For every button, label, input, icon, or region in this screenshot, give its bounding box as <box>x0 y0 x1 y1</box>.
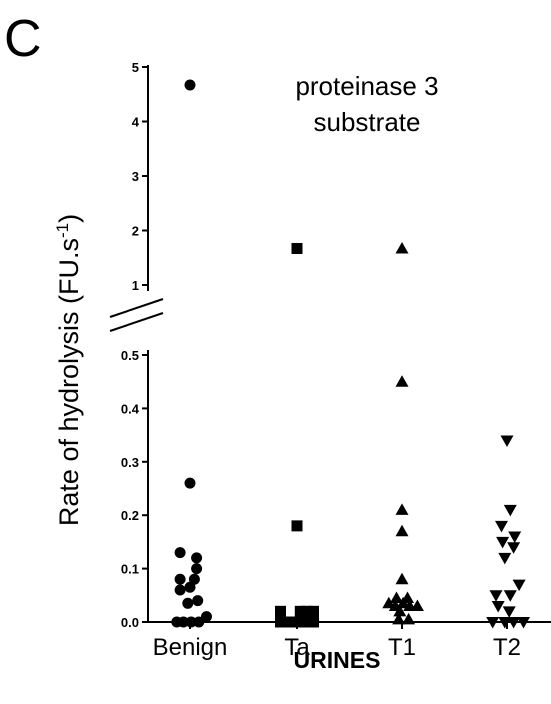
data-point <box>489 590 503 602</box>
data-point <box>174 547 186 559</box>
data-point <box>491 600 505 613</box>
data-point <box>275 605 286 617</box>
data-point <box>508 531 522 544</box>
y-tick-label: 1 <box>132 278 139 293</box>
data-point <box>291 242 303 254</box>
x-tick-label: Ta <box>284 634 310 661</box>
data-point <box>294 605 306 617</box>
data-point <box>184 581 196 593</box>
y-tick-label: 2 <box>132 224 139 239</box>
axes: 1 2 3 4 5 0.0 0.1 0.2 0.3 0.4 0.5 Benign Ta T1 T2 <box>109 60 551 661</box>
data-point <box>301 616 313 628</box>
y-tick-label: 0.1 <box>121 562 139 577</box>
data-point <box>395 503 409 515</box>
y-tick-label: 0.0 <box>121 615 139 630</box>
y-tick-label: 0.2 <box>121 508 139 523</box>
data-point <box>507 617 521 629</box>
data-point <box>395 524 409 537</box>
x-tick-label: Benign <box>153 634 228 661</box>
series-t2 <box>486 435 530 629</box>
data-point <box>294 616 306 628</box>
data-point <box>301 605 313 617</box>
y-tick-label: 5 <box>132 60 139 75</box>
x-axis-label: URINES <box>294 647 381 673</box>
data-point <box>177 616 189 628</box>
data-point <box>486 617 500 629</box>
data-point <box>182 597 194 609</box>
y-tick-label: 0.3 <box>121 455 139 470</box>
data-point <box>507 542 521 554</box>
axis-break-mark <box>109 298 164 318</box>
data-point <box>498 552 512 565</box>
data-point <box>402 612 416 625</box>
data-point <box>496 536 510 549</box>
y-tick-label: 4 <box>132 115 140 130</box>
y-tick-label: 0.5 <box>121 348 139 363</box>
data-point <box>503 590 517 602</box>
chart-title-line: substrate <box>314 107 421 137</box>
data-point <box>184 79 196 91</box>
data-point <box>191 563 203 575</box>
data-point <box>512 579 526 592</box>
y-tick-label: 3 <box>132 169 139 184</box>
axis-break-mark <box>109 312 164 332</box>
panel-label: C <box>4 10 42 68</box>
data-point <box>395 241 409 254</box>
data-point <box>393 604 407 617</box>
data-point <box>188 573 200 585</box>
data-point <box>185 616 197 628</box>
data-point <box>174 573 186 585</box>
y-tick-label: 0.4 <box>121 401 140 416</box>
data-point <box>184 477 196 489</box>
data-point <box>517 617 530 629</box>
data-point <box>395 375 409 387</box>
data-point <box>291 520 303 532</box>
data-point <box>201 611 212 623</box>
data-point <box>410 599 424 611</box>
data-point <box>390 591 403 603</box>
series-t1 <box>382 241 424 625</box>
x-tick-label: T1 <box>388 634 416 661</box>
chart-title-line: proteinase 3 <box>295 71 438 101</box>
data-point <box>281 616 293 628</box>
data-point <box>495 520 508 533</box>
data-point <box>395 572 409 585</box>
data-point <box>308 605 319 617</box>
data-point <box>275 616 286 628</box>
data-point <box>288 616 300 628</box>
series-ta <box>275 242 319 628</box>
data-points <box>171 79 530 629</box>
data-point <box>503 504 517 517</box>
data-point <box>192 595 204 607</box>
x-tick-label: T2 <box>493 634 521 661</box>
y-axis-label: Rate of hydrolysis (FU.s-1) <box>53 214 84 526</box>
chart-title: proteinase 3 substrate <box>295 71 438 137</box>
data-point <box>308 616 319 628</box>
data-point <box>191 552 203 564</box>
data-point <box>502 606 516 618</box>
data-point <box>498 617 512 629</box>
data-point <box>174 584 186 596</box>
data-point <box>193 616 205 628</box>
data-point <box>500 435 514 447</box>
data-point <box>392 612 406 625</box>
series-benign <box>171 79 212 628</box>
